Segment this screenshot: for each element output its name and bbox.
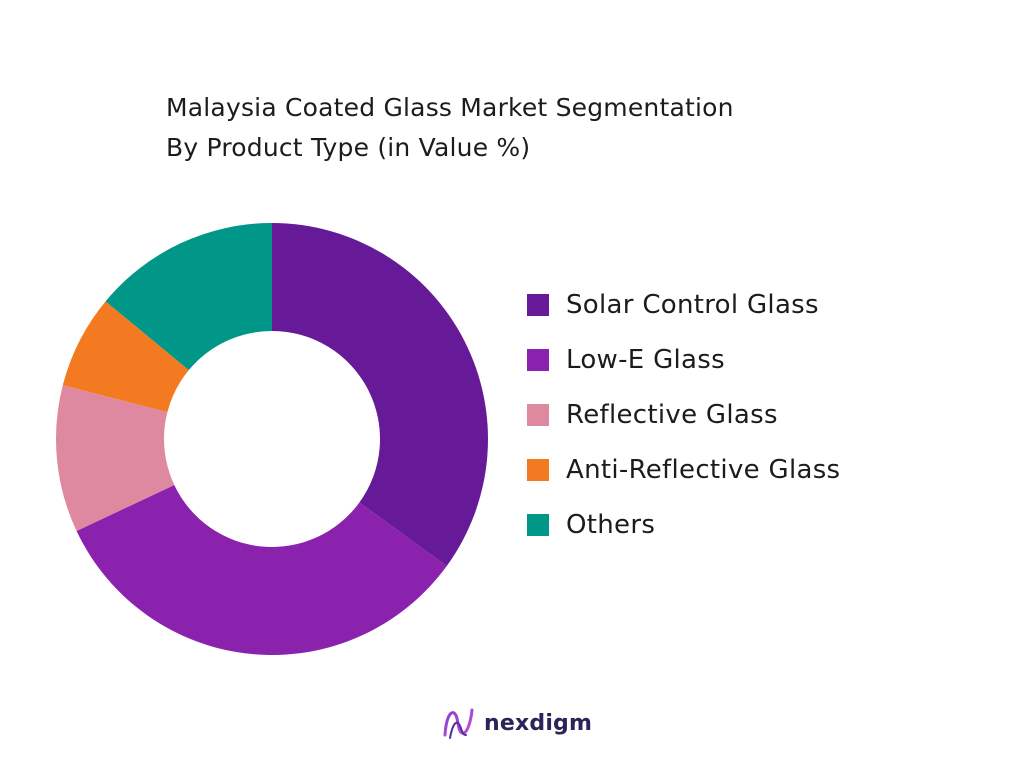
- legend-item: Anti-Reflective Glass: [527, 442, 1007, 497]
- legend-label: Anti-Reflective Glass: [566, 454, 841, 485]
- nexdigm-logo-icon: [443, 708, 474, 739]
- legend-swatch: [527, 293, 549, 316]
- chart-title-line-2: By Product Type (in Value %): [166, 133, 531, 162]
- donut-slice-anti-reflective-glass: [62, 301, 189, 413]
- legend-item: Low-E Glass: [527, 332, 1007, 387]
- brand-logo: nexdigm: [442, 705, 592, 741]
- legend-item: Others: [527, 497, 1007, 552]
- legend-swatch: [527, 513, 549, 536]
- legend-swatch: [527, 348, 549, 371]
- chart-title: Malaysia Coated Glass Market Segmentatio…: [166, 88, 866, 168]
- brand-name: nexdigm: [484, 710, 593, 736]
- legend-item: Reflective Glass: [527, 387, 1007, 442]
- legend-item: Solar Control Glass: [527, 277, 1007, 332]
- legend-label: Low-E Glass: [566, 344, 725, 375]
- chart-title-line-1: Malaysia Coated Glass Market Segmentatio…: [166, 93, 734, 122]
- legend-label: Solar Control Glass: [566, 289, 819, 320]
- donut-slice-low-e-glass: [76, 484, 447, 656]
- chart-legend: Solar Control Glass Low-E Glass Reflective…: [527, 277, 1007, 552]
- donut-slice-others: [105, 223, 272, 371]
- legend-label: Others: [566, 509, 656, 540]
- donut-slice-reflective-glass: [56, 385, 175, 531]
- donut-slice-solar-control-glass: [272, 223, 488, 566]
- legend-swatch: [527, 458, 549, 481]
- legend-label: Reflective Glass: [566, 399, 778, 430]
- legend-swatch: [527, 403, 549, 426]
